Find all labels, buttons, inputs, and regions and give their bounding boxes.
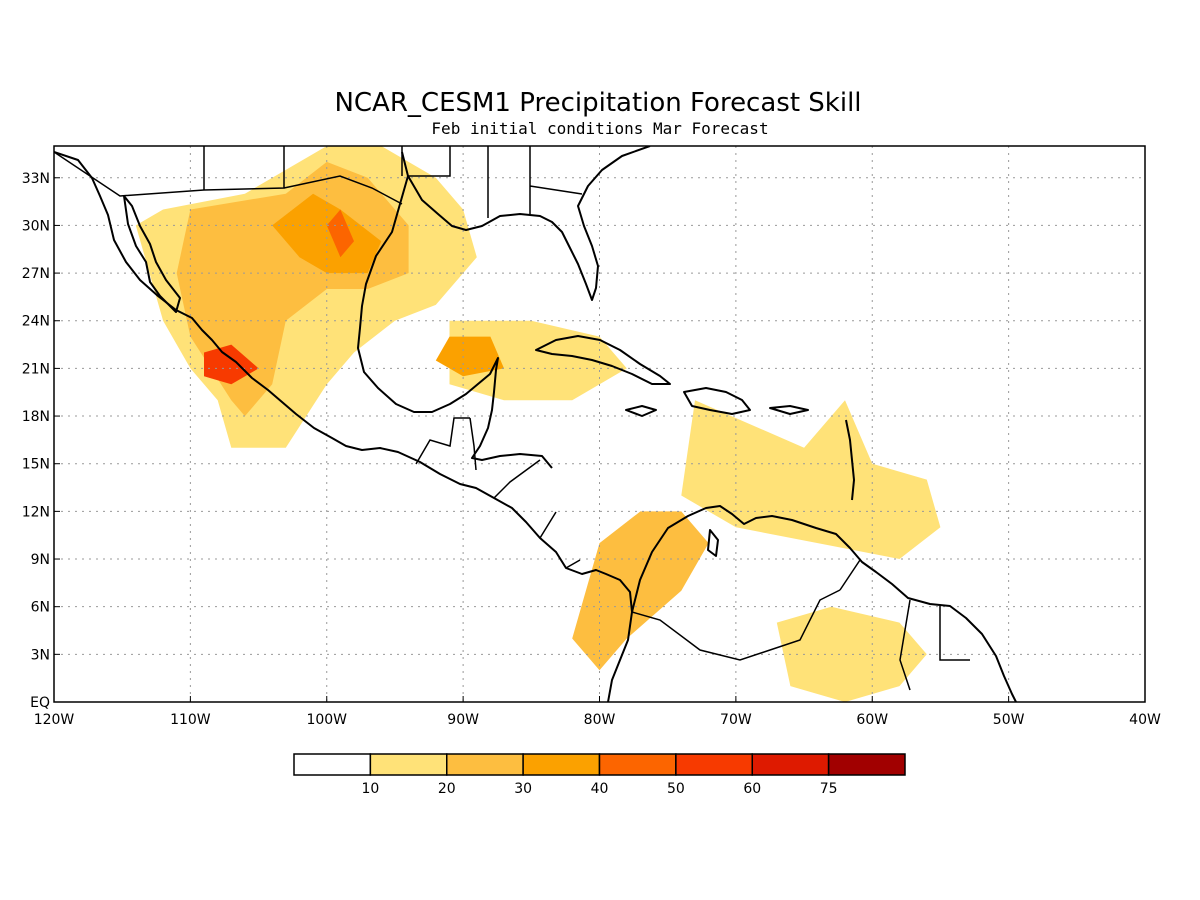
skill-shading: [135, 146, 941, 702]
colorbar-label: 30: [514, 781, 532, 797]
colorbar-bin: [827, 753, 906, 776]
colorbar-label: 10: [361, 781, 379, 797]
puerto-rico-coast: [769, 405, 809, 415]
skill-region-9: [776, 606, 927, 702]
colorbar-label: 60: [743, 781, 761, 797]
us-state-lines: [203, 146, 583, 218]
skill-region-8: [572, 511, 709, 671]
colorbar-bin: [446, 753, 524, 776]
skill-region-3: [326, 209, 354, 258]
grid-lines: [54, 146, 1145, 702]
colorbar-label: 75: [820, 781, 838, 797]
colorbar-bin: [522, 753, 601, 776]
lake-maracaibo: [707, 529, 719, 557]
south-america-coast: [631, 505, 1017, 702]
x-tick-label: 110W: [170, 712, 211, 728]
coastlines: [54, 146, 1017, 702]
x-tick-label: 70W: [720, 712, 752, 728]
y-axis-ticks: EQ 3N 6N 9N 12N 15N 18N 21N 24N 27N 30N 33N: [22, 171, 60, 711]
central-america-borders: [415, 417, 581, 569]
y-tick-label: 30N: [22, 218, 50, 234]
us-gulf-coast: [407, 146, 651, 301]
mexico-central-america-coast: [54, 151, 633, 702]
cuba-coast: [535, 335, 671, 385]
y-tick-label: 21N: [22, 361, 50, 377]
hispaniola-coast: [683, 387, 751, 415]
x-tick-label: 100W: [306, 712, 347, 728]
y-tick-label: 9N: [31, 552, 50, 568]
y-tick-label: 12N: [22, 504, 50, 520]
lesser-antilles: [845, 419, 855, 501]
colorbar-label: 50: [667, 781, 685, 797]
y-tick-label: 18N: [22, 409, 50, 425]
colorbar-legend: 10 20 30 40 50 60 75: [293, 753, 906, 797]
x-tick-label: 60W: [856, 712, 888, 728]
skill-region-6: [435, 336, 504, 377]
colorbar-label: 40: [591, 781, 609, 797]
y-tick-label: 27N: [22, 266, 50, 282]
y-tick-label: 15N: [22, 457, 50, 473]
colorbar-bin: [369, 753, 448, 776]
x-tick-label: 40W: [1129, 712, 1161, 728]
skill-region-5: [449, 320, 627, 401]
colorbar-label: 20: [438, 781, 456, 797]
colorbar-bin: [598, 753, 677, 776]
y-tick-label: EQ: [30, 695, 50, 711]
jamaica-coast: [625, 405, 657, 417]
y-tick-label: 33N: [22, 171, 50, 187]
x-axis-ticks: 120W 110W 100W 90W 80W 70W 60W 50W 40W: [34, 696, 1161, 728]
x-tick-label: 90W: [447, 712, 479, 728]
colorbar-bin: [675, 753, 753, 776]
x-tick-label: 80W: [584, 712, 616, 728]
skill-region-2: [272, 193, 382, 274]
skill-region-7: [681, 400, 941, 559]
y-tick-label: 3N: [31, 647, 50, 663]
colorbar-bin: [293, 753, 372, 776]
y-tick-label: 24N: [22, 314, 50, 330]
baja-california-coast: [123, 195, 181, 313]
south-america-borders: [631, 559, 970, 691]
x-tick-label: 50W: [993, 712, 1025, 728]
skill-region-4: [204, 344, 259, 385]
mexico-gulf-coast: [357, 151, 553, 469]
map-subtitle: Feb initial conditions Mar Forecast: [431, 119, 768, 138]
y-tick-label: 6N: [31, 600, 50, 616]
x-tick-label: 120W: [34, 712, 75, 728]
colorbar-bin: [751, 753, 830, 776]
map-title: NCAR_CESM1 Precipitation Forecast Skill: [334, 88, 861, 118]
